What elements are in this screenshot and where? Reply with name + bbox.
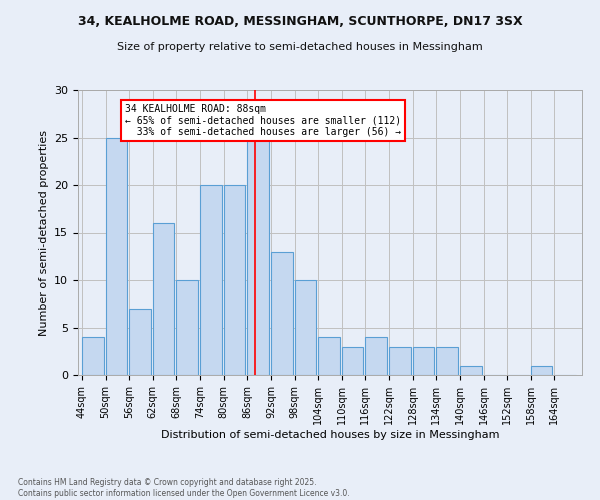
Text: 34 KEALHOLME ROAD: 88sqm
← 65% of semi-detached houses are smaller (112)
  33% o: 34 KEALHOLME ROAD: 88sqm ← 65% of semi-d…	[125, 104, 401, 138]
Bar	[342, 346, 364, 375]
Bar	[224, 185, 245, 375]
Bar	[295, 280, 316, 375]
Bar	[82, 337, 104, 375]
Bar	[200, 185, 222, 375]
Bar	[129, 308, 151, 375]
X-axis label: Distribution of semi-detached houses by size in Messingham: Distribution of semi-detached houses by …	[161, 430, 499, 440]
Y-axis label: Number of semi-detached properties: Number of semi-detached properties	[38, 130, 49, 336]
Bar	[531, 366, 553, 375]
Bar	[389, 346, 411, 375]
Bar	[271, 252, 293, 375]
Bar	[460, 366, 482, 375]
Text: Contains HM Land Registry data © Crown copyright and database right 2025.
Contai: Contains HM Land Registry data © Crown c…	[18, 478, 350, 498]
Bar	[318, 337, 340, 375]
Bar	[365, 337, 387, 375]
Bar	[153, 223, 175, 375]
Text: 34, KEALHOLME ROAD, MESSINGHAM, SCUNTHORPE, DN17 3SX: 34, KEALHOLME ROAD, MESSINGHAM, SCUNTHOR…	[77, 15, 523, 28]
Bar	[436, 346, 458, 375]
Bar	[176, 280, 198, 375]
Bar	[106, 138, 127, 375]
Bar	[413, 346, 434, 375]
Text: Size of property relative to semi-detached houses in Messingham: Size of property relative to semi-detach…	[117, 42, 483, 52]
Bar	[247, 138, 269, 375]
